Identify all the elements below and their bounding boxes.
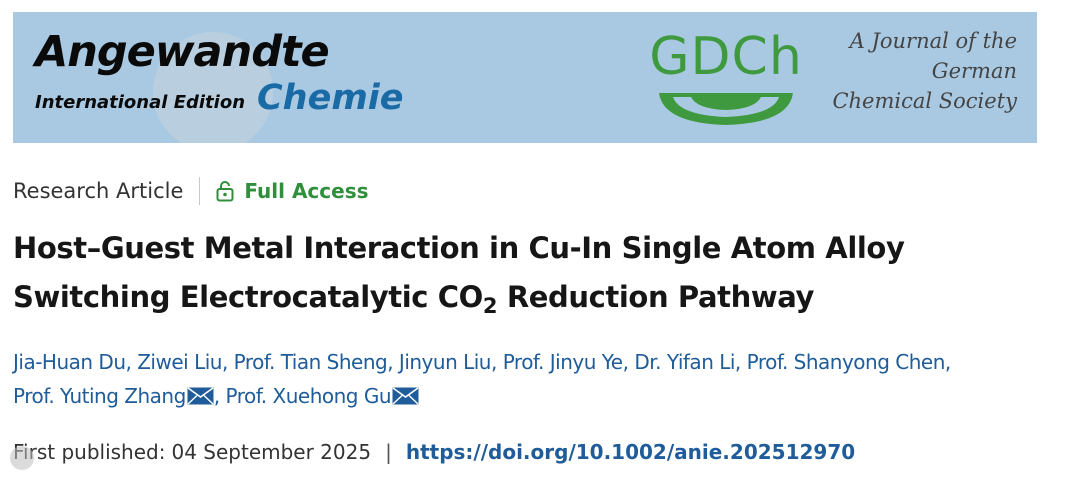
journal-logo-title: Angewandte bbox=[35, 27, 330, 77]
author-link[interactable]: Prof. Xuehong Gu bbox=[225, 384, 392, 408]
title-subscript: 2 bbox=[482, 294, 498, 318]
title-line-2-end: Reduction Pathway bbox=[497, 280, 815, 314]
author-link[interactable]: Prof. Shanyong Chen bbox=[746, 350, 946, 374]
author-list: Jia-Huan Du, Ziwei Liu, Prof. Tian Sheng… bbox=[13, 350, 951, 408]
tagline-line-2: German bbox=[931, 59, 1017, 83]
published-date: 04 September 2025 bbox=[171, 440, 372, 464]
published-label: First published: bbox=[13, 440, 166, 464]
author-link[interactable]: Jinyun Liu bbox=[398, 350, 492, 374]
gdch-logo-text: GDCh bbox=[649, 27, 803, 87]
watermark bbox=[10, 446, 42, 470]
open-lock-icon bbox=[216, 181, 234, 202]
author-link[interactable]: Jia-Huan Du bbox=[13, 350, 126, 374]
access-badge: Full Access bbox=[244, 179, 369, 203]
banner-decor-circle bbox=[153, 32, 273, 143]
author-link[interactable]: Prof. Jinyu Ye bbox=[502, 350, 623, 374]
journal-logo-chemie: Chemie bbox=[257, 78, 404, 118]
doi-link[interactable]: https://doi.org/10.1002/anie.202512970 bbox=[405, 440, 856, 464]
journal-logo-edition: International Edition bbox=[35, 92, 246, 113]
gdch-logo-arc bbox=[659, 93, 793, 125]
email-icon[interactable] bbox=[392, 387, 419, 405]
pub-separator: | bbox=[385, 440, 392, 464]
publication-info: First published: 04 September 2025 | htt… bbox=[13, 436, 855, 468]
tagline-line-1: A Journal of the bbox=[849, 29, 1017, 53]
title-line-1: Host–Guest Metal Interaction in Cu-In Si… bbox=[13, 231, 905, 265]
article-meta: Research Article Full Access bbox=[13, 176, 369, 206]
author-link[interactable]: Prof. Yuting Zhang bbox=[13, 384, 186, 408]
meta-divider bbox=[199, 177, 201, 205]
title-line-2-start: Switching Electrocatalytic CO bbox=[13, 280, 483, 314]
author-link[interactable]: Prof. Tian Sheng bbox=[233, 350, 388, 374]
watermark-logo-icon bbox=[10, 446, 34, 470]
article-title: Host–Guest Metal Interaction in Cu-In Si… bbox=[13, 224, 1073, 331]
article-type: Research Article bbox=[13, 179, 184, 203]
author-link[interactable]: Dr. Yifan Li bbox=[634, 350, 735, 374]
author-link[interactable]: Ziwei Liu bbox=[137, 350, 222, 374]
journal-banner: Angewandte International Edition Chemie … bbox=[13, 12, 1037, 143]
society-tagline: A Journal of the German Chemical Society bbox=[832, 26, 1017, 116]
email-icon[interactable] bbox=[187, 387, 214, 405]
tagline-line-3: Chemical Society bbox=[832, 89, 1017, 113]
gdch-logo: GDCh bbox=[641, 27, 811, 127]
